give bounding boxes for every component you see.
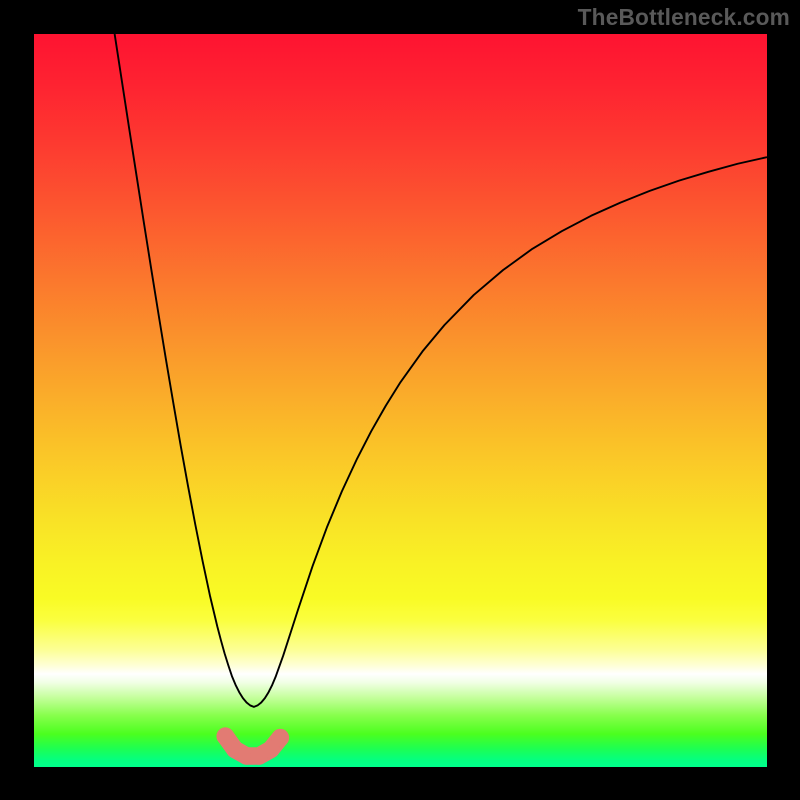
chart-svg xyxy=(34,34,767,767)
plot-area xyxy=(34,34,767,767)
gradient-background xyxy=(34,34,767,767)
watermark-text: TheBottleneck.com xyxy=(578,4,790,31)
outer-frame: TheBottleneck.com xyxy=(0,0,800,800)
